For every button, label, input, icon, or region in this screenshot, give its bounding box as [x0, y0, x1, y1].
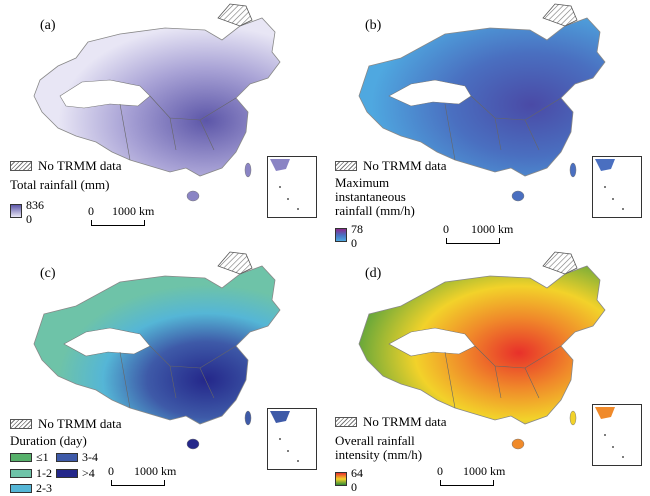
- panel-c: (c) No TRMM data Duration (day) ≤1 1-2 2…: [0, 248, 325, 496]
- inset-map: [595, 159, 624, 210]
- no-data-label: No TRMM data: [38, 416, 122, 431]
- ramp-max: 78: [351, 222, 363, 236]
- scale-zero: 0: [108, 464, 114, 478]
- taiwan-island: [244, 162, 252, 178]
- scale-km: 1000 km: [463, 464, 506, 478]
- scale-bar: [91, 220, 145, 226]
- inset-map: [270, 411, 299, 462]
- map-max-instantaneous-rainfall: [358, 3, 606, 202]
- no-data-hatch-northeast: [217, 3, 253, 27]
- no-data-hatch-northeast: [542, 3, 578, 27]
- swatch: [56, 469, 78, 478]
- category-label: 3-4: [82, 450, 98, 464]
- no-data-label: No TRMM data: [38, 158, 122, 173]
- taiwan-island: [244, 410, 252, 426]
- panel-label: (c): [40, 266, 56, 281]
- china-landmass: [358, 265, 606, 425]
- no-data-hatch-northeast: [217, 251, 253, 275]
- no-data-legend: No TRMM data: [335, 414, 447, 430]
- map-duration: [33, 251, 281, 450]
- hainan-island: [186, 438, 200, 450]
- legend-item: 2-3: [10, 481, 52, 496]
- legend-item: 3-4: [56, 450, 98, 465]
- taiwan-island: [569, 162, 577, 178]
- color-ramp: [335, 472, 347, 486]
- south-china-sea-inset: [592, 156, 642, 218]
- color-ramp: [335, 228, 347, 242]
- taiwan-island: [569, 410, 577, 426]
- province-borders: [119, 345, 237, 409]
- map-overall-rainfall-intensity: [358, 251, 606, 450]
- province-borders: [444, 95, 562, 161]
- no-data-label: No TRMM data: [363, 414, 447, 429]
- swatch: [56, 453, 78, 462]
- legend-item: 1-2: [10, 466, 52, 481]
- south-china-sea-inset: [267, 156, 317, 218]
- category-label: 1-2: [36, 466, 52, 480]
- scale-km: 1000 km: [112, 204, 155, 218]
- scale-bar: [446, 238, 500, 244]
- no-data-legend: No TRMM data: [10, 158, 122, 174]
- legend-item: >4: [56, 466, 95, 481]
- ramp-max: 836: [26, 198, 44, 212]
- swatch: [10, 453, 32, 462]
- province-borders: [444, 345, 562, 409]
- legend-title-line: Overall rainfall: [335, 433, 415, 448]
- panel-label: (a): [40, 18, 56, 33]
- legend-title: Duration (day): [10, 433, 87, 448]
- legend-title: Overall rainfall intensity (mm/h): [335, 434, 422, 462]
- ramp-min: 0: [26, 212, 32, 226]
- ramp-min: 0: [351, 480, 357, 494]
- no-data-label: No TRMM data: [363, 158, 447, 173]
- panel-label: (b): [365, 18, 382, 33]
- hainan-island: [186, 190, 200, 202]
- no-data-legend: No TRMM data: [10, 416, 122, 432]
- scale-bar: [111, 480, 165, 486]
- category-label: 2-3: [36, 481, 52, 495]
- legend-title: Maximum instantaneous rainfall (mm/h): [335, 176, 415, 218]
- swatch: [10, 484, 32, 493]
- ramp-min: 0: [351, 236, 357, 248]
- scale-zero: 0: [437, 464, 443, 478]
- hainan-island: [511, 438, 525, 450]
- inset-map: [595, 407, 624, 458]
- category-label: ≤1: [36, 450, 49, 464]
- legend-item: ≤1: [10, 450, 49, 465]
- province-borders: [119, 95, 237, 161]
- scale-zero: 0: [443, 222, 449, 236]
- legend-title-line: rainfall (mm/h): [335, 203, 415, 218]
- china-landmass: [358, 17, 606, 177]
- south-china-sea-inset: [592, 404, 642, 466]
- legend-title: Total rainfall (mm): [10, 177, 110, 192]
- map-total-rainfall: [33, 3, 281, 202]
- inset-map: [270, 159, 299, 210]
- panel-a: (a) No TRMM data Total rainfall (mm) 836…: [0, 0, 325, 248]
- hatch-swatch: [10, 161, 32, 171]
- scale-km: 1000 km: [471, 222, 514, 236]
- china-landmass: [33, 265, 281, 425]
- panel-b: (b) No TRMM data Maximum instantaneous r…: [325, 0, 650, 248]
- hatch-swatch: [10, 419, 32, 429]
- panel-label: (d): [365, 266, 382, 281]
- scale-zero: 0: [88, 204, 94, 218]
- panel-d: (d) No TRMM data Overall rainfall intens…: [325, 248, 650, 496]
- hainan-island: [511, 190, 525, 202]
- legend-title-line: Maximum: [335, 175, 390, 190]
- no-data-legend: No TRMM data: [335, 158, 447, 174]
- ramp-max: 64: [351, 466, 363, 480]
- hatch-swatch: [335, 417, 357, 427]
- scale-bar: [440, 480, 494, 486]
- legend-title-line: instantaneous: [335, 189, 406, 204]
- hatch-swatch: [335, 161, 357, 171]
- scale-km: 1000 km: [134, 464, 177, 478]
- no-data-area-tibet: [59, 79, 151, 109]
- south-china-sea-inset: [267, 408, 317, 470]
- china-landmass: [33, 17, 281, 177]
- color-ramp: [10, 204, 22, 218]
- category-label: >4: [82, 466, 95, 480]
- no-data-hatch-northeast: [542, 251, 578, 275]
- swatch: [10, 469, 32, 478]
- legend-title-line: intensity (mm/h): [335, 447, 423, 462]
